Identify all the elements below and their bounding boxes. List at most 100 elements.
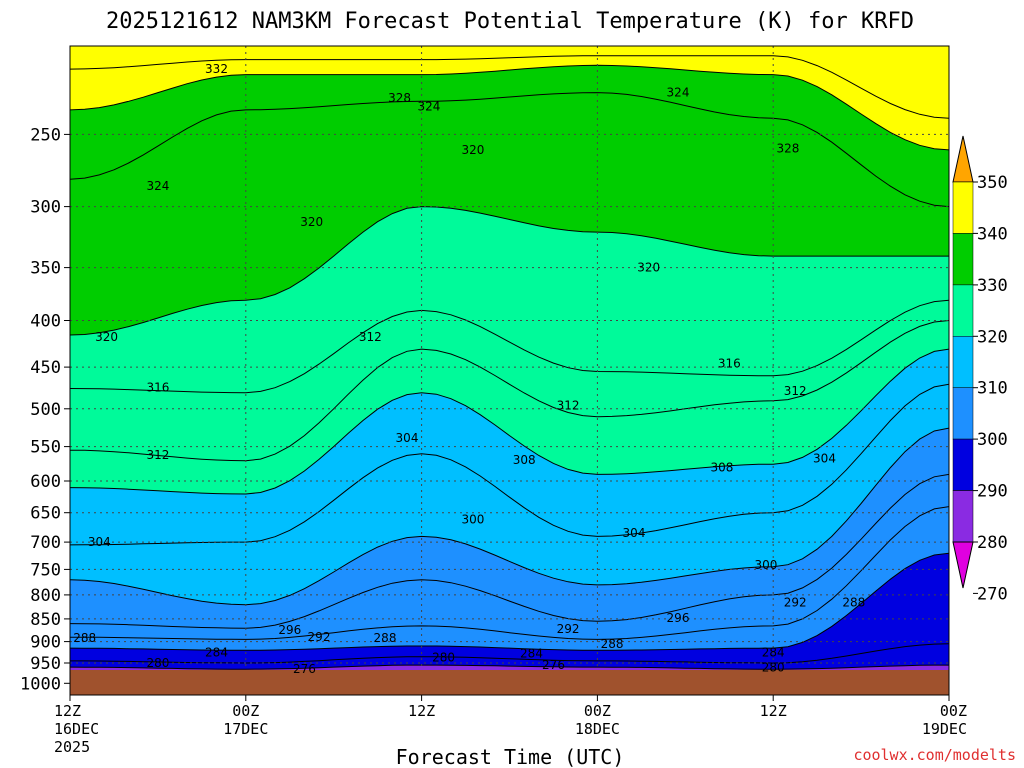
y-tick-label: 350 (30, 259, 61, 279)
contour-label: 324 (146, 179, 169, 193)
y-tick-label: 800 (30, 586, 61, 606)
plot-area: 332 328 324 324 320 328 324 320 320 320 312 316 316 3… (70, 46, 949, 695)
colorbar-label: 350 (977, 173, 1008, 193)
theta-fills (70, 46, 949, 695)
credit-text: coolwx.com/modelts (853, 746, 1016, 764)
colorbar-seg (952, 284, 974, 337)
colorbar-seg (952, 233, 974, 286)
isentrope-300 (70, 427, 949, 606)
colorbar-label: 300 (977, 430, 1008, 450)
isentrope-312 (70, 320, 949, 462)
contour-label: 280 (762, 661, 785, 675)
x-tick-date: 19DEC (922, 720, 967, 738)
contour-labels: 332 328 324 324 320 328 324 320 320 320 312 316 316 3… (73, 62, 865, 676)
x-tick-time: 12Z (54, 702, 81, 720)
y-tick-label: 750 (30, 560, 61, 580)
contour-label: 304 (813, 452, 836, 466)
contour-label: 300 (461, 512, 484, 526)
contour-label: 312 (146, 448, 169, 462)
isentrope-308 (70, 348, 949, 495)
contour-label: 292 (784, 595, 807, 609)
x-tick-time: 12Z (408, 702, 435, 720)
y-tick-label: 550 (30, 438, 61, 458)
colorbar-label: 320 (977, 327, 1008, 347)
y-tick-label: 500 (30, 400, 61, 420)
fill-below-292 (70, 506, 949, 695)
contour-label: 284 (205, 645, 228, 659)
contour-label: 320 (461, 143, 484, 157)
y-tick-label: 850 (30, 610, 61, 630)
y-tick-label: 300 (30, 198, 61, 218)
x-tick-time: 00Z (940, 702, 967, 720)
isentrope-296 (70, 473, 949, 629)
contour-label: 316 (718, 357, 741, 371)
y-tick-label: 1000 (20, 674, 61, 694)
contour-label: 284 (762, 645, 785, 659)
contour-label: 288 (374, 631, 397, 645)
contour-label: 284 (520, 647, 543, 661)
x-tick-year: 2025 (54, 738, 90, 756)
colorbar-label: 280 (977, 533, 1008, 553)
contour-label: 308 (710, 461, 733, 475)
isentrope-324 (70, 92, 949, 208)
y-tick-label: 900 (30, 633, 61, 653)
contour-label: 320 (637, 261, 660, 275)
x-tick-date: 16DEC (54, 720, 99, 738)
contour-label: 312 (359, 330, 382, 344)
pressure-axis: 250 300 350 400 450 500 550 600 650 700 750 800 850 9… (20, 125, 70, 694)
contour-label: 280 (432, 651, 455, 665)
y-tick-label: 450 (30, 358, 61, 378)
x-tick-time: 00Z (584, 702, 611, 720)
contour-label: 304 (623, 526, 646, 540)
contour-label: 304 (396, 431, 419, 445)
contour-label: 300 (754, 558, 777, 572)
colorbar-label: 310 (977, 379, 1008, 399)
colorbar-label: 270 (977, 584, 1008, 604)
isentrope-280 (70, 664, 949, 670)
contour-label: 276 (293, 662, 316, 676)
contour-label: 288 (601, 637, 624, 651)
y-tick-label: 650 (30, 504, 61, 524)
contour-label: 276 (542, 658, 565, 672)
isentrope-288 (70, 552, 949, 651)
isentrope-320 (70, 206, 949, 336)
contour-label: 288 (842, 595, 865, 609)
x-tick-time: 12Z (760, 702, 787, 720)
y-tick-label: 700 (30, 533, 61, 553)
x-axis-label: Forecast Time (UTC) (396, 745, 625, 768)
colorbar-label: 290 (977, 482, 1008, 502)
x-tick-time: 00Z (232, 702, 259, 720)
fill-below-288 (70, 553, 949, 695)
plot-frame (69, 45, 950, 696)
isentrope-284 (70, 643, 949, 664)
contour-label: 320 (95, 330, 118, 344)
colorbar-seg (952, 181, 974, 234)
x-tick-date: 17DEC (223, 720, 268, 738)
isentrope-304 (70, 383, 949, 546)
colorbar-seg (952, 438, 974, 491)
contour-label: 288 (73, 631, 96, 645)
isentrope-332 (70, 55, 949, 119)
y-tick-label: 600 (30, 472, 61, 492)
y-tick-label: 250 (30, 125, 61, 145)
contour-label: 312 (557, 399, 580, 413)
colorbar-label: 340 (977, 224, 1008, 244)
colorbar-top-arrow (952, 135, 974, 183)
contour-label: 292 (557, 622, 580, 636)
terrain-ground (70, 670, 949, 695)
contour-label: 328 (388, 91, 411, 105)
chart-title: 2025121612 NAM3KM Forecast Potential Tem… (106, 9, 914, 34)
contour-label: 296 (278, 623, 301, 637)
x-tick-date: 18DEC (575, 720, 620, 738)
y-tick-label: 400 (30, 312, 61, 332)
colorbar-seg (952, 490, 974, 543)
contour-label: 320 (300, 215, 323, 229)
y-tick-label: 950 (30, 654, 61, 674)
contour-label: 292 (308, 630, 331, 644)
contour-label: 332 (205, 62, 228, 76)
contour-label: 316 (146, 381, 169, 395)
contour-label: 328 (776, 141, 799, 155)
colorbar-label: 330 (977, 276, 1008, 296)
